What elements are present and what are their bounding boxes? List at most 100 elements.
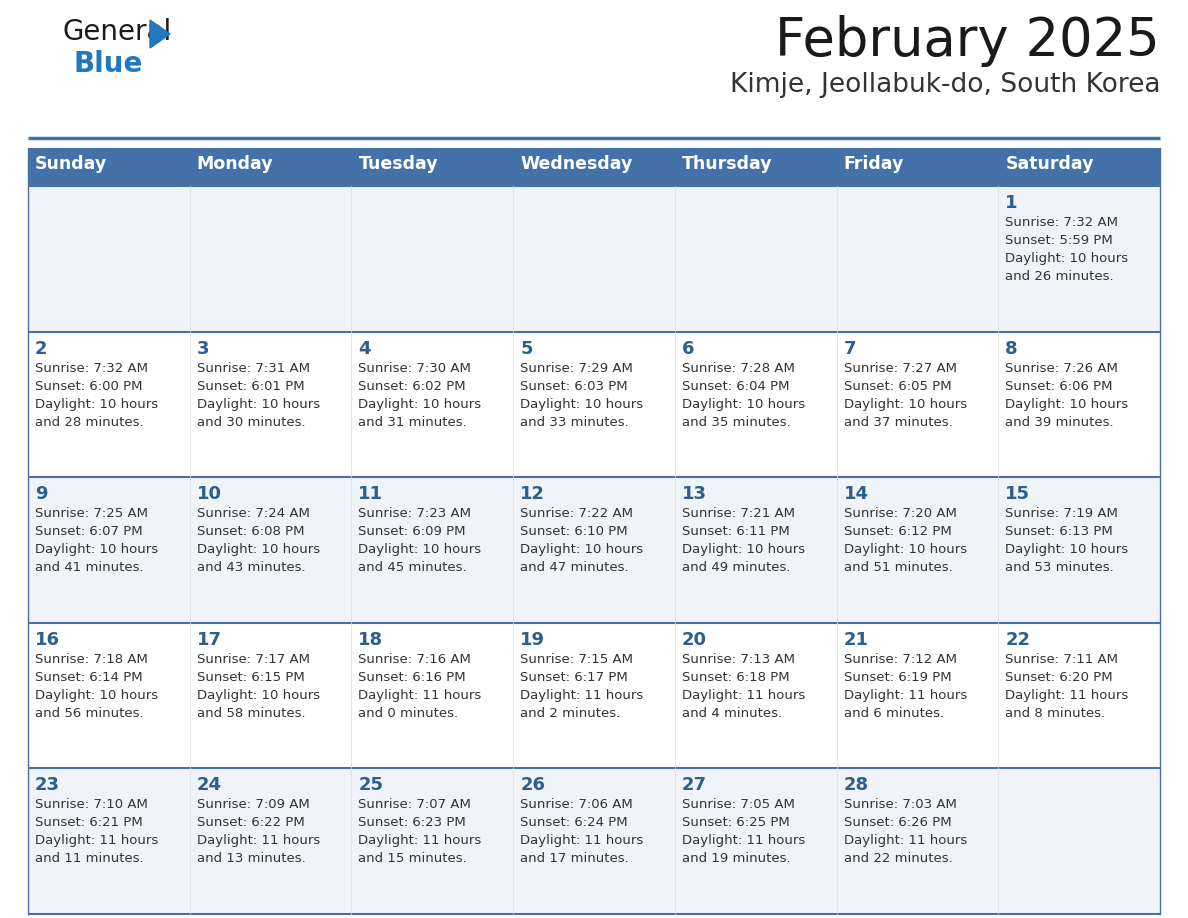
Text: Sunset: 6:24 PM: Sunset: 6:24 PM <box>520 816 627 829</box>
Text: and 19 minutes.: and 19 minutes. <box>682 853 790 866</box>
Text: and 47 minutes.: and 47 minutes. <box>520 561 628 574</box>
Bar <box>29 768 1159 914</box>
Text: 20: 20 <box>682 631 707 649</box>
Text: Sunrise: 7:32 AM: Sunrise: 7:32 AM <box>1005 216 1118 229</box>
Text: and 26 minutes.: and 26 minutes. <box>1005 270 1114 283</box>
Text: Daylight: 11 hours: Daylight: 11 hours <box>520 688 644 701</box>
Text: Sunset: 6:15 PM: Sunset: 6:15 PM <box>197 671 304 684</box>
Bar <box>29 477 1159 622</box>
Text: Sunrise: 7:20 AM: Sunrise: 7:20 AM <box>843 508 956 521</box>
Text: and 33 minutes.: and 33 minutes. <box>520 416 628 429</box>
Text: Sunset: 6:00 PM: Sunset: 6:00 PM <box>34 380 143 393</box>
Text: Sunset: 6:19 PM: Sunset: 6:19 PM <box>843 671 952 684</box>
Text: Wednesday: Wednesday <box>520 155 632 173</box>
Text: Daylight: 10 hours: Daylight: 10 hours <box>197 688 320 701</box>
Text: Daylight: 10 hours: Daylight: 10 hours <box>197 543 320 556</box>
Text: Daylight: 11 hours: Daylight: 11 hours <box>1005 688 1129 701</box>
Text: Sunset: 6:26 PM: Sunset: 6:26 PM <box>843 816 952 829</box>
Text: Daylight: 10 hours: Daylight: 10 hours <box>197 397 320 410</box>
Text: 13: 13 <box>682 486 707 503</box>
Text: 4: 4 <box>359 340 371 358</box>
Text: and 51 minutes.: and 51 minutes. <box>843 561 953 574</box>
Text: Sunrise: 7:24 AM: Sunrise: 7:24 AM <box>197 508 310 521</box>
Text: Sunset: 6:07 PM: Sunset: 6:07 PM <box>34 525 143 538</box>
Text: and 15 minutes.: and 15 minutes. <box>359 853 467 866</box>
Text: and 2 minutes.: and 2 minutes. <box>520 707 620 720</box>
Text: Daylight: 10 hours: Daylight: 10 hours <box>1005 252 1129 265</box>
Text: Sunrise: 7:22 AM: Sunrise: 7:22 AM <box>520 508 633 521</box>
Text: Daylight: 11 hours: Daylight: 11 hours <box>682 688 805 701</box>
Text: Tuesday: Tuesday <box>359 155 438 173</box>
Text: Daylight: 10 hours: Daylight: 10 hours <box>843 397 967 410</box>
Text: Daylight: 11 hours: Daylight: 11 hours <box>682 834 805 847</box>
Text: Thursday: Thursday <box>682 155 772 173</box>
Bar <box>998 148 1159 186</box>
Text: Daylight: 10 hours: Daylight: 10 hours <box>1005 397 1129 410</box>
Text: and 28 minutes.: and 28 minutes. <box>34 416 144 429</box>
Text: Sunrise: 7:03 AM: Sunrise: 7:03 AM <box>843 799 956 812</box>
Text: Sunset: 6:12 PM: Sunset: 6:12 PM <box>843 525 952 538</box>
Text: Sunrise: 7:23 AM: Sunrise: 7:23 AM <box>359 508 472 521</box>
Text: Sunrise: 7:19 AM: Sunrise: 7:19 AM <box>1005 508 1118 521</box>
Text: 19: 19 <box>520 631 545 649</box>
Text: 15: 15 <box>1005 486 1030 503</box>
Text: 27: 27 <box>682 777 707 794</box>
Text: Daylight: 11 hours: Daylight: 11 hours <box>843 834 967 847</box>
Text: 23: 23 <box>34 777 61 794</box>
Bar <box>675 148 836 186</box>
Text: Sunrise: 7:30 AM: Sunrise: 7:30 AM <box>359 362 472 375</box>
Text: Daylight: 10 hours: Daylight: 10 hours <box>843 543 967 556</box>
Text: 3: 3 <box>197 340 209 358</box>
Text: 28: 28 <box>843 777 868 794</box>
Text: Daylight: 10 hours: Daylight: 10 hours <box>682 397 805 410</box>
Text: Daylight: 10 hours: Daylight: 10 hours <box>359 543 481 556</box>
Text: Daylight: 10 hours: Daylight: 10 hours <box>34 397 158 410</box>
Text: Sunset: 6:08 PM: Sunset: 6:08 PM <box>197 525 304 538</box>
Text: Sunset: 6:09 PM: Sunset: 6:09 PM <box>359 525 466 538</box>
Text: Sunrise: 7:29 AM: Sunrise: 7:29 AM <box>520 362 633 375</box>
Text: Sunrise: 7:32 AM: Sunrise: 7:32 AM <box>34 362 148 375</box>
Text: Saturday: Saturday <box>1005 155 1094 173</box>
Text: 26: 26 <box>520 777 545 794</box>
Text: and 4 minutes.: and 4 minutes. <box>682 707 782 720</box>
Text: 9: 9 <box>34 486 48 503</box>
Text: Daylight: 11 hours: Daylight: 11 hours <box>197 834 320 847</box>
Text: and 8 minutes.: and 8 minutes. <box>1005 707 1105 720</box>
Text: Sunrise: 7:26 AM: Sunrise: 7:26 AM <box>1005 362 1118 375</box>
Text: Daylight: 10 hours: Daylight: 10 hours <box>682 543 805 556</box>
Bar <box>352 148 513 186</box>
Text: Sunrise: 7:25 AM: Sunrise: 7:25 AM <box>34 508 148 521</box>
Text: and 53 minutes.: and 53 minutes. <box>1005 561 1114 574</box>
Text: Sunrise: 7:16 AM: Sunrise: 7:16 AM <box>359 653 472 666</box>
Text: and 49 minutes.: and 49 minutes. <box>682 561 790 574</box>
Text: Sunset: 6:03 PM: Sunset: 6:03 PM <box>520 380 627 393</box>
Text: Sunset: 6:18 PM: Sunset: 6:18 PM <box>682 671 790 684</box>
Text: Sunset: 6:13 PM: Sunset: 6:13 PM <box>1005 525 1113 538</box>
Text: Sunrise: 7:10 AM: Sunrise: 7:10 AM <box>34 799 147 812</box>
Text: 14: 14 <box>843 486 868 503</box>
Text: Sunset: 6:22 PM: Sunset: 6:22 PM <box>197 816 304 829</box>
Text: 10: 10 <box>197 486 222 503</box>
Text: Sunrise: 7:21 AM: Sunrise: 7:21 AM <box>682 508 795 521</box>
Text: Sunrise: 7:27 AM: Sunrise: 7:27 AM <box>843 362 956 375</box>
Text: Friday: Friday <box>843 155 904 173</box>
Text: Sunrise: 7:06 AM: Sunrise: 7:06 AM <box>520 799 633 812</box>
Text: and 30 minutes.: and 30 minutes. <box>197 416 305 429</box>
Text: Kimje, Jeollabuk-do, South Korea: Kimje, Jeollabuk-do, South Korea <box>729 72 1159 98</box>
Bar <box>513 148 675 186</box>
Bar <box>836 148 998 186</box>
Text: and 41 minutes.: and 41 minutes. <box>34 561 144 574</box>
Text: Sunset: 6:05 PM: Sunset: 6:05 PM <box>843 380 952 393</box>
Text: Sunset: 6:16 PM: Sunset: 6:16 PM <box>359 671 466 684</box>
Text: 5: 5 <box>520 340 532 358</box>
Text: 24: 24 <box>197 777 222 794</box>
Text: Daylight: 11 hours: Daylight: 11 hours <box>359 688 481 701</box>
Bar <box>29 148 190 186</box>
Text: Sunset: 6:23 PM: Sunset: 6:23 PM <box>359 816 466 829</box>
Text: Sunrise: 7:15 AM: Sunrise: 7:15 AM <box>520 653 633 666</box>
Text: 12: 12 <box>520 486 545 503</box>
Text: Sunset: 5:59 PM: Sunset: 5:59 PM <box>1005 234 1113 247</box>
Text: and 58 minutes.: and 58 minutes. <box>197 707 305 720</box>
Text: 17: 17 <box>197 631 222 649</box>
Text: Monday: Monday <box>197 155 273 173</box>
